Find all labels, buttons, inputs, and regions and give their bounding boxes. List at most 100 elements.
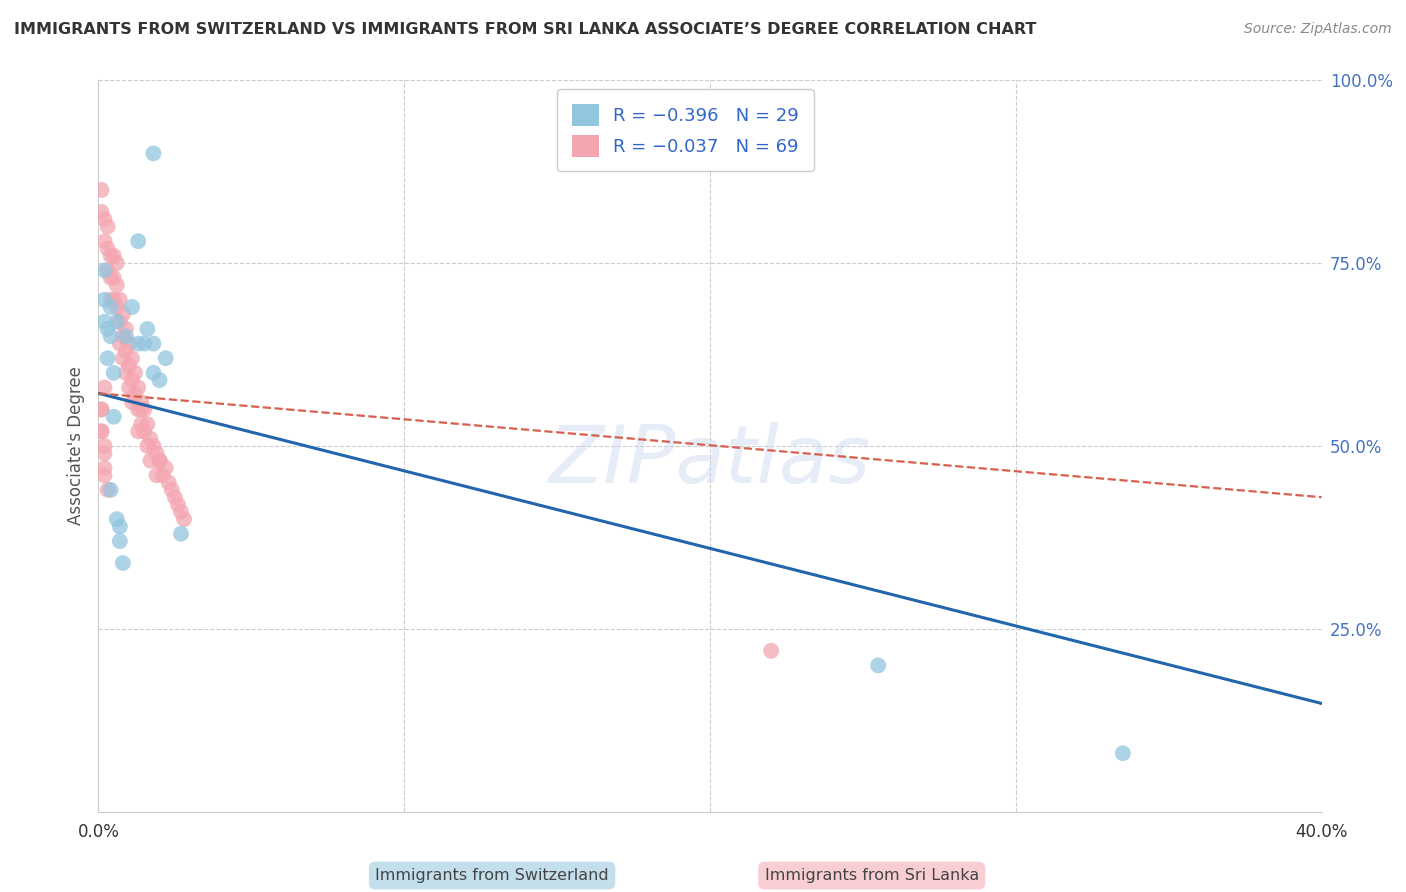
Point	[149, 373, 172, 387]
Point	[108, 315, 131, 329]
Point	[152, 468, 174, 483]
Point	[149, 453, 172, 467]
Point	[100, 270, 122, 285]
Text: Source: ZipAtlas.com: Source: ZipAtlas.com	[1244, 22, 1392, 37]
Point	[170, 505, 193, 519]
Point	[103, 293, 125, 307]
Point	[103, 270, 125, 285]
Point	[129, 402, 152, 417]
Point	[111, 329, 134, 343]
Point	[127, 425, 149, 439]
Point	[759, 644, 782, 658]
Point	[127, 380, 149, 394]
Text: Immigrants from Sri Lanka: Immigrants from Sri Lanka	[765, 868, 979, 883]
Point	[136, 417, 159, 431]
Point	[121, 373, 143, 387]
Point	[108, 519, 131, 533]
Point	[124, 388, 146, 402]
Point	[93, 293, 115, 307]
Point	[93, 234, 115, 248]
Point	[118, 359, 141, 373]
Point	[121, 395, 143, 409]
Point	[90, 425, 112, 439]
Point	[97, 483, 120, 497]
Point	[90, 425, 112, 439]
Point	[93, 263, 115, 277]
Point	[136, 322, 159, 336]
Point	[97, 219, 120, 234]
Point	[108, 293, 131, 307]
Point	[100, 483, 122, 497]
Point	[868, 658, 890, 673]
Point	[93, 461, 115, 475]
Point	[127, 234, 149, 248]
Point	[129, 395, 152, 409]
Point	[93, 468, 115, 483]
Text: ZIPatlas: ZIPatlas	[548, 422, 872, 500]
Point	[121, 300, 143, 314]
Point	[134, 402, 156, 417]
Point	[127, 336, 149, 351]
Point	[118, 336, 141, 351]
Point	[108, 336, 131, 351]
Point	[111, 307, 134, 321]
Point	[105, 300, 128, 314]
Point	[105, 278, 128, 293]
Point	[115, 329, 138, 343]
Point	[103, 366, 125, 380]
Point	[90, 402, 112, 417]
Point	[100, 300, 122, 314]
Point	[111, 351, 134, 366]
Text: IMMIGRANTS FROM SWITZERLAND VS IMMIGRANTS FROM SRI LANKA ASSOCIATE’S DEGREE CORR: IMMIGRANTS FROM SWITZERLAND VS IMMIGRANT…	[14, 22, 1036, 37]
Point	[173, 512, 195, 526]
Point	[93, 439, 115, 453]
Text: Immigrants from Switzerland: Immigrants from Switzerland	[375, 868, 609, 883]
Point	[160, 483, 183, 497]
Point	[129, 417, 152, 431]
Point	[108, 534, 131, 549]
Point	[134, 336, 156, 351]
Point	[93, 446, 115, 460]
Point	[134, 425, 156, 439]
Point	[105, 315, 128, 329]
Point	[93, 212, 115, 227]
Point	[145, 468, 167, 483]
Point	[142, 366, 165, 380]
Point	[149, 453, 172, 467]
Point	[115, 366, 138, 380]
Point	[142, 146, 165, 161]
Point	[90, 402, 112, 417]
Point	[97, 351, 120, 366]
Point	[103, 409, 125, 424]
Point	[97, 322, 120, 336]
Point	[90, 183, 112, 197]
Point	[90, 205, 112, 219]
Point	[124, 366, 146, 380]
Point	[105, 512, 128, 526]
Point	[93, 380, 115, 394]
Point	[155, 351, 177, 366]
Point	[111, 556, 134, 570]
Point	[157, 475, 180, 490]
Point	[145, 446, 167, 460]
Point	[100, 293, 122, 307]
Legend: R = −0.396   N = 29, R = −0.037   N = 69: R = −0.396 N = 29, R = −0.037 N = 69	[558, 89, 814, 171]
Point	[170, 526, 193, 541]
Point	[121, 351, 143, 366]
Point	[139, 453, 162, 467]
Point	[97, 242, 120, 256]
Point	[163, 490, 186, 504]
Point	[127, 402, 149, 417]
Point	[155, 461, 177, 475]
Point	[136, 439, 159, 453]
Point	[142, 439, 165, 453]
Point	[142, 336, 165, 351]
Point	[103, 249, 125, 263]
Point	[97, 263, 120, 277]
Point	[167, 498, 190, 512]
Point	[100, 249, 122, 263]
Point	[100, 329, 122, 343]
Point	[93, 315, 115, 329]
Point	[115, 322, 138, 336]
Point	[115, 343, 138, 358]
